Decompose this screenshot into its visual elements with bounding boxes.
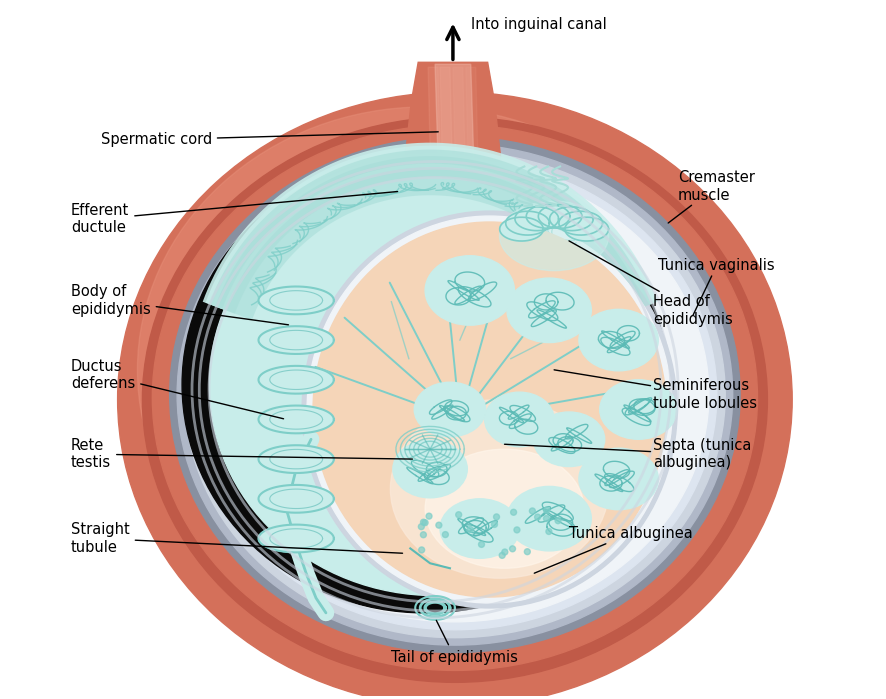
Polygon shape	[259, 366, 334, 394]
Text: Tunica albuginea: Tunica albuginea	[534, 526, 693, 573]
Text: Septa (tunica
albuginea): Septa (tunica albuginea)	[504, 438, 751, 470]
Polygon shape	[440, 67, 453, 192]
Polygon shape	[565, 217, 609, 241]
Circle shape	[530, 508, 535, 514]
Circle shape	[426, 513, 432, 519]
Polygon shape	[549, 207, 594, 231]
Text: Body of
epididymis: Body of epididymis	[71, 284, 289, 325]
Polygon shape	[515, 207, 558, 231]
Text: Tail of epididymis: Tail of epididymis	[392, 620, 518, 665]
Ellipse shape	[313, 222, 666, 597]
Circle shape	[418, 524, 424, 530]
Circle shape	[492, 521, 497, 528]
Ellipse shape	[392, 440, 467, 498]
Ellipse shape	[118, 92, 792, 699]
Ellipse shape	[152, 125, 758, 670]
Circle shape	[436, 522, 442, 528]
Ellipse shape	[177, 144, 733, 645]
Text: Seminiferous
tubule lobules: Seminiferous tubule lobules	[554, 370, 758, 411]
Circle shape	[501, 549, 508, 555]
Ellipse shape	[485, 392, 554, 447]
Circle shape	[534, 514, 540, 520]
Text: Head of
epididymis: Head of epididymis	[569, 241, 733, 326]
Polygon shape	[466, 67, 478, 192]
Text: Spermatic cord: Spermatic cord	[101, 132, 439, 147]
Polygon shape	[435, 64, 475, 192]
Polygon shape	[526, 205, 570, 229]
Circle shape	[467, 526, 473, 533]
Circle shape	[419, 547, 424, 553]
Polygon shape	[539, 205, 582, 229]
Polygon shape	[259, 405, 334, 433]
Polygon shape	[259, 525, 334, 552]
Circle shape	[494, 514, 500, 520]
Ellipse shape	[425, 256, 515, 325]
Circle shape	[422, 520, 428, 526]
Ellipse shape	[415, 382, 486, 437]
Circle shape	[525, 549, 531, 555]
Ellipse shape	[533, 412, 605, 466]
Polygon shape	[259, 326, 334, 354]
Polygon shape	[401, 62, 504, 196]
Circle shape	[421, 519, 426, 525]
Ellipse shape	[201, 168, 709, 622]
Text: Ductus
deferens: Ductus deferens	[71, 359, 284, 419]
Ellipse shape	[579, 310, 658, 371]
Circle shape	[543, 516, 549, 521]
Ellipse shape	[579, 448, 658, 510]
Ellipse shape	[425, 449, 584, 568]
Ellipse shape	[209, 174, 661, 596]
Circle shape	[442, 532, 448, 538]
Circle shape	[455, 512, 462, 518]
Polygon shape	[259, 287, 334, 315]
Ellipse shape	[600, 380, 677, 439]
Circle shape	[546, 528, 552, 535]
Polygon shape	[259, 445, 334, 473]
Polygon shape	[453, 67, 466, 192]
Circle shape	[478, 542, 485, 547]
Ellipse shape	[170, 137, 740, 653]
Text: Rete
testis: Rete testis	[71, 438, 413, 470]
Text: Tunica vaginalis: Tunica vaginalis	[658, 258, 775, 315]
Ellipse shape	[307, 216, 672, 603]
Ellipse shape	[137, 107, 713, 633]
Polygon shape	[428, 67, 441, 192]
Ellipse shape	[143, 117, 767, 682]
Circle shape	[421, 532, 426, 538]
Ellipse shape	[507, 278, 591, 343]
Ellipse shape	[184, 152, 726, 637]
Text: Efferent
ductule: Efferent ductule	[71, 192, 398, 236]
Ellipse shape	[302, 211, 677, 608]
Text: Into inguinal canal: Into inguinal canal	[470, 17, 607, 32]
Text: Straight
tubule: Straight tubule	[71, 522, 402, 555]
Polygon shape	[500, 217, 543, 241]
Circle shape	[514, 527, 520, 533]
Circle shape	[499, 552, 505, 559]
Polygon shape	[559, 211, 602, 235]
Circle shape	[510, 510, 517, 515]
Polygon shape	[506, 211, 549, 235]
Circle shape	[509, 546, 516, 552]
Ellipse shape	[183, 157, 668, 613]
Ellipse shape	[440, 499, 519, 559]
Circle shape	[544, 507, 549, 513]
Ellipse shape	[193, 159, 717, 630]
Text: Cremaster
muscle: Cremaster muscle	[668, 170, 755, 223]
Ellipse shape	[507, 487, 591, 551]
Polygon shape	[259, 485, 334, 512]
Circle shape	[555, 518, 561, 524]
Ellipse shape	[391, 400, 609, 578]
Ellipse shape	[500, 201, 609, 271]
